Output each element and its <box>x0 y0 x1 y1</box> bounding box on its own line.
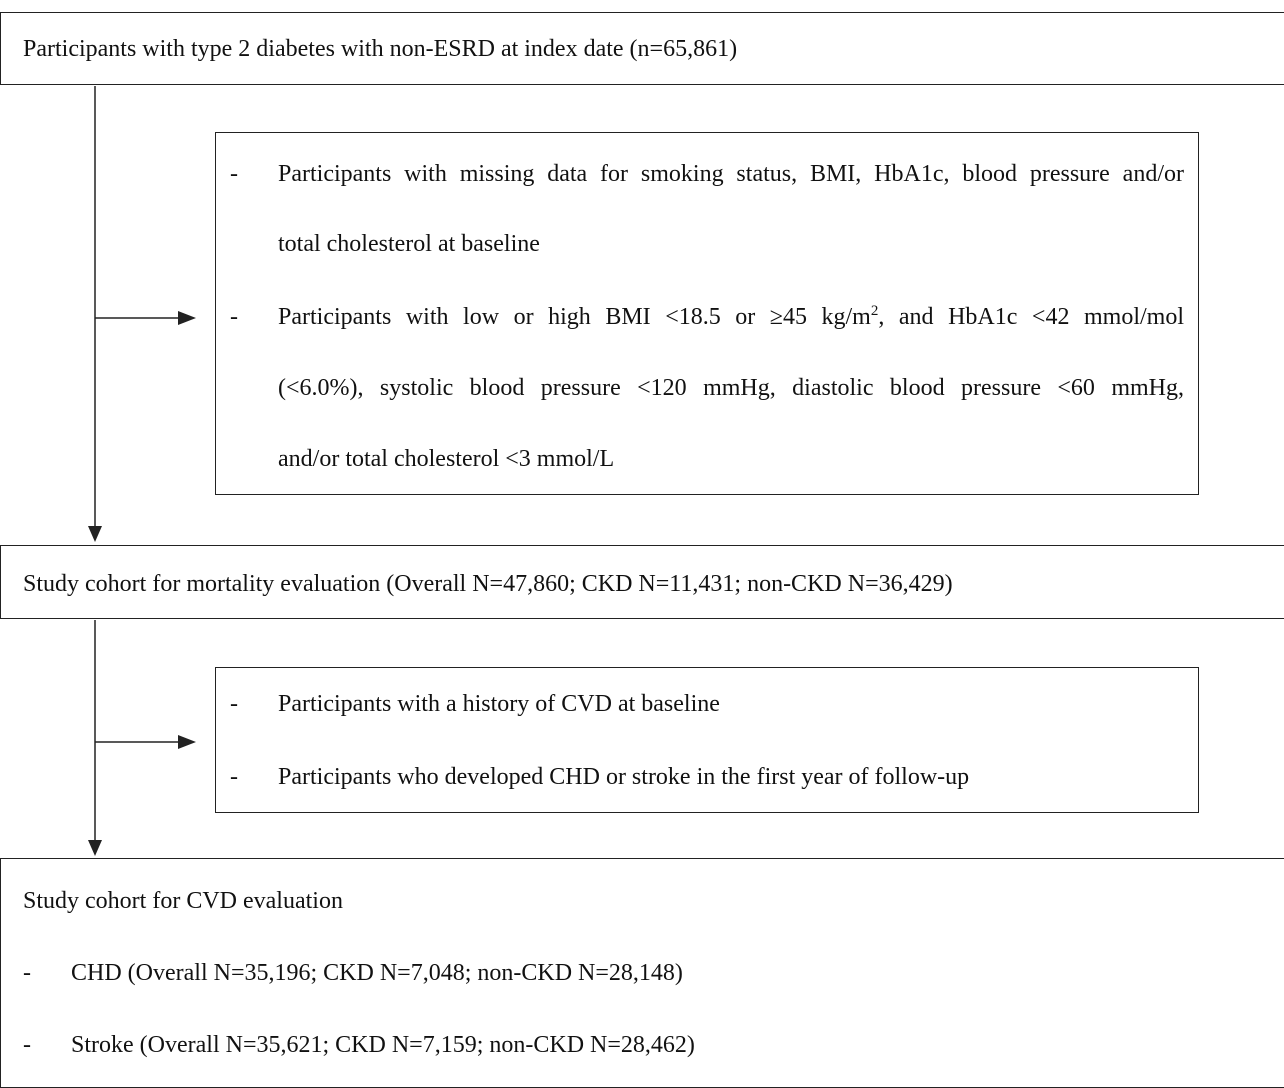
box-cvd-cohort-item-1-text: CHD (Overall N=35,196; CKD N=7,048; non-… <box>71 960 683 986</box>
arrow-down-1 <box>88 526 102 542</box>
exclusion-box-1: - Participants with missing data for smo… <box>215 132 1199 495</box>
box-initial-participants: Participants with type 2 diabetes with n… <box>0 12 1284 85</box>
exclusion-1-item-2-dash: - <box>230 304 238 330</box>
exclusion-1-item-2-line-1-post: , and HbA1c <42 mmol/mol <box>878 304 1184 330</box>
exclusion-1-item-2-line-2: (<6.0%), systolic blood pressure <120 mm… <box>278 375 1184 401</box>
exclusion-1-item-2-line-1: Participants with low or high BMI <18.5 … <box>278 303 1184 331</box>
box-cvd-cohort-item-2-dash: - <box>23 1032 31 1058</box>
exclusion-1-item-1-dash: - <box>230 161 238 187</box>
box-initial-participants-text: Participants with type 2 diabetes with n… <box>23 36 738 62</box>
arrow-down-2 <box>88 840 102 856</box>
exclusion-1-item-1-line-2: total cholesterol at baseline <box>278 231 540 257</box>
box-mortality-cohort-text: Study cohort for mortality evaluation (O… <box>23 571 953 597</box>
box-cvd-cohort-title: Study cohort for CVD evaluation <box>23 888 343 914</box>
box-cvd-cohort-item-2-text: Stroke (Overall N=35,621; CKD N=7,159; n… <box>71 1032 695 1058</box>
exclusion-1-item-1-line-1: Participants with missing data for smoki… <box>278 161 1184 187</box>
box-mortality-cohort: Study cohort for mortality evaluation (O… <box>0 545 1284 619</box>
arrow-right-2 <box>178 735 196 749</box>
exclusion-box-2: - Participants with a history of CVD at … <box>215 667 1199 813</box>
arrow-right-1 <box>178 311 196 325</box>
exclusion-2-item-2-dash: - <box>230 764 238 790</box>
exclusion-1-item-2-superscript: 2 <box>870 303 879 319</box>
exclusion-1-item-2-line-1-pre: Participants with low or high BMI <18.5 … <box>278 304 871 330</box>
exclusion-2-item-2-text: Participants who developed CHD or stroke… <box>278 764 970 790</box>
exclusion-1-item-2-line-3: and/or total cholesterol <3 mmol/L <box>278 446 615 472</box>
exclusion-2-item-1-text: Participants with a history of CVD at ba… <box>278 691 720 717</box>
box-cvd-cohort: Study cohort for CVD evaluation - CHD (O… <box>0 858 1284 1088</box>
box-cvd-cohort-item-1-dash: - <box>23 960 31 986</box>
exclusion-2-item-1-dash: - <box>230 691 238 717</box>
